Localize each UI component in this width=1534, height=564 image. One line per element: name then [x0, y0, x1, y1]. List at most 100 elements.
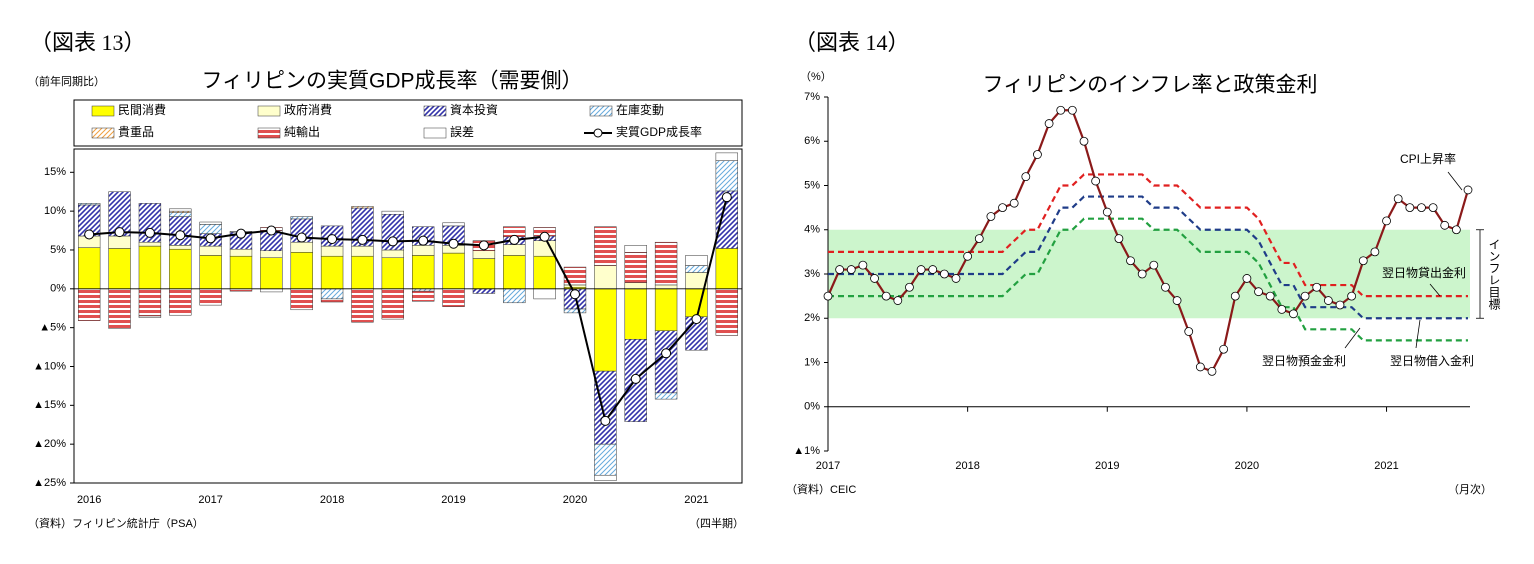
- bar-segment: [594, 443, 617, 476]
- bar-segment: [503, 255, 526, 290]
- marker: [1149, 260, 1159, 270]
- bar-segment: [533, 255, 556, 290]
- bar-segment: [654, 392, 678, 400]
- leader-line: [1429, 283, 1441, 297]
- marker: [1382, 216, 1391, 226]
- marker: [539, 231, 550, 242]
- marker: [266, 225, 277, 236]
- marker: [1428, 203, 1438, 213]
- marker: [236, 228, 246, 239]
- bar-segment: [381, 249, 404, 258]
- marker: [144, 227, 155, 238]
- target-band: [828, 229, 1470, 319]
- marker: [1440, 220, 1450, 230]
- series-label: CPI上昇率: [1400, 151, 1456, 166]
- legend-label: 在庫変動: [616, 102, 664, 117]
- marker: [1056, 105, 1066, 115]
- legend-label: 純輸出: [284, 124, 320, 139]
- series-label: 翌日物預金金利: [1262, 353, 1346, 368]
- leader-line: [1415, 319, 1421, 349]
- marker: [1312, 282, 1322, 292]
- bar-segment: [594, 226, 617, 266]
- marker: [1009, 198, 1019, 208]
- bar-segment: [199, 224, 222, 234]
- bar-segment: [472, 258, 496, 290]
- marker: [1161, 282, 1170, 292]
- y-tick-label: 5%: [804, 179, 820, 191]
- bar-segment: [138, 288, 162, 317]
- bar-segment: [412, 255, 435, 290]
- x-tick-label: 2021: [684, 494, 708, 506]
- marker: [916, 265, 926, 274]
- bar-segment: [624, 282, 647, 290]
- marker: [1079, 136, 1089, 146]
- marker: [1219, 344, 1229, 354]
- marker: [1405, 203, 1415, 213]
- marker: [1335, 300, 1345, 310]
- bar-segment: [533, 288, 556, 300]
- bar-segment: [503, 288, 526, 304]
- line: [828, 173, 1468, 298]
- bar-segment: [685, 288, 708, 318]
- bar-segment: [563, 284, 587, 288]
- marker: [357, 234, 368, 245]
- bar-segment: [138, 315, 162, 318]
- marker: [846, 265, 856, 274]
- bar-segment: [503, 244, 526, 256]
- marker: [998, 203, 1007, 213]
- bar-segment: [199, 288, 222, 306]
- source: （資料）CEIC: [786, 482, 856, 496]
- bar-segment: [381, 257, 404, 290]
- marker: [1254, 287, 1263, 297]
- y-tick-label: 0%: [50, 283, 66, 295]
- bar-segment: [472, 288, 496, 294]
- y-tick-label: 7%: [804, 91, 820, 103]
- x-tick-label: 2020: [1235, 460, 1259, 472]
- bar-segment: [715, 152, 738, 161]
- marker: [205, 233, 216, 244]
- legend-label: 政府消費: [284, 102, 332, 117]
- x-tick-label: 2019: [1095, 460, 1119, 472]
- bar-segment: [351, 245, 374, 257]
- bar-segment: [169, 208, 192, 212]
- x-tick-label: 2018: [955, 460, 979, 472]
- figure-label: （図表 14）: [794, 30, 910, 55]
- bar-segment: [594, 288, 617, 372]
- legend-label: 実質GDP成長率: [616, 124, 702, 139]
- legend-swatch: [257, 127, 281, 139]
- bar-segment: [320, 245, 344, 257]
- bar-segment: [533, 240, 556, 257]
- marker: [1172, 296, 1182, 305]
- y-tick-label: ▲20%: [33, 438, 66, 450]
- legend-swatch: [423, 105, 447, 117]
- marker: [1033, 150, 1042, 159]
- series-label: 翌日物借入金利: [1390, 353, 1474, 368]
- marker: [1300, 291, 1310, 301]
- bar-segment: [685, 255, 708, 266]
- bar-segment: [654, 284, 678, 290]
- bar-segment: [442, 222, 465, 227]
- bar-segment: [108, 235, 131, 249]
- bar-segment: [624, 245, 647, 253]
- bar-segment: [654, 288, 678, 332]
- y-tick-label: ▲1%: [793, 445, 820, 457]
- bar-segment: [260, 250, 283, 258]
- y-tick-label: 4%: [804, 224, 820, 236]
- y-tick-label: ▲15%: [33, 399, 66, 411]
- marker: [1091, 176, 1101, 186]
- marker: [858, 260, 868, 270]
- bar-segment: [351, 255, 374, 290]
- bar-segment: [229, 255, 253, 290]
- series-label: 翌日物貸出金利: [1382, 265, 1466, 280]
- marker: [721, 192, 732, 203]
- bar-segment: [412, 245, 435, 256]
- marker: [1137, 269, 1147, 279]
- marker: [974, 234, 984, 244]
- bar-segment: [78, 203, 101, 206]
- legend-swatch: [91, 127, 115, 139]
- x-tick-label: 2017: [816, 460, 840, 472]
- bar-segment: [381, 210, 404, 215]
- marker: [1347, 291, 1357, 301]
- marker: [1289, 309, 1298, 319]
- marker: [1021, 172, 1031, 182]
